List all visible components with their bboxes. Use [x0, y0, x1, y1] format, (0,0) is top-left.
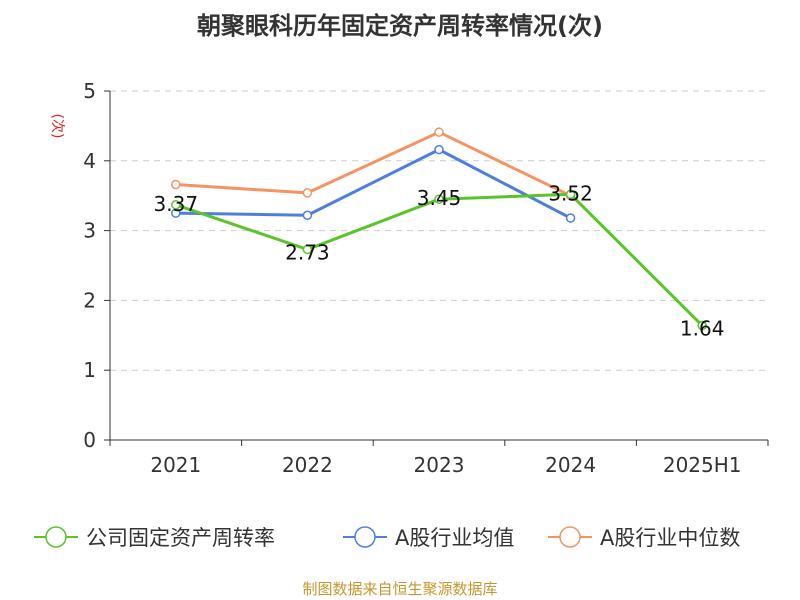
source-note: 制图数据来自恒生聚源数据库	[302, 580, 497, 598]
legend-item[interactable]: 公司固定资产周转率	[34, 526, 275, 550]
data-label: 3.52	[548, 181, 593, 205]
y-tick-label: 2	[83, 288, 96, 312]
data-point	[171, 200, 181, 210]
axes: 0 1 2 3 4 5 2021 2022 2023 2024 2025H1	[83, 79, 769, 477]
legend[interactable]: 公司固定资产周转率 A股行业均值 A股行业中位数	[34, 526, 740, 550]
y-axis-label: (次)	[49, 114, 65, 139]
x-tick-label: 2022	[282, 453, 333, 477]
data-point	[434, 144, 444, 155]
data-point	[302, 210, 313, 220]
data-label: 1.64	[680, 317, 725, 341]
legend-label: A股行业中位数	[600, 526, 740, 550]
data-point	[302, 188, 313, 198]
legend-item[interactable]: A股行业均值	[343, 526, 514, 550]
y-tick-label: 0	[83, 428, 96, 452]
legend-marker	[45, 526, 67, 548]
data-labels: 3.37 2.73 3.45 3.52 1.64	[154, 181, 725, 340]
series-line	[175, 148, 572, 220]
y-tick-label: 4	[83, 149, 96, 173]
data-point	[434, 127, 444, 137]
data-label: 3.37	[154, 192, 199, 216]
data-point	[697, 320, 707, 331]
legend-label: 公司固定资产周转率	[86, 526, 275, 550]
chart-title: 朝聚眼科历年固定资产周转率情况(次)	[197, 12, 603, 40]
x-tick-label: 2025H1	[663, 453, 742, 477]
series-line	[175, 130, 572, 198]
y-tick-label: 5	[83, 79, 96, 103]
series-layer	[171, 127, 707, 331]
data-point	[302, 244, 313, 255]
y-tick-label: 1	[83, 358, 96, 382]
data-label: 2.73	[285, 240, 330, 264]
data-point	[171, 179, 181, 190]
legend-label: A股行业均值	[395, 526, 514, 550]
legend-item[interactable]: A股行业中位数	[548, 526, 740, 550]
data-point	[565, 213, 576, 223]
data-point	[565, 189, 576, 200]
data-label: 3.45	[417, 186, 462, 210]
x-tick-label: 2021	[150, 453, 201, 477]
x-tick-label: 2024	[545, 453, 596, 477]
y-tick-label: 3	[83, 219, 96, 243]
x-tick-label: 2023	[414, 453, 465, 477]
legend-marker	[559, 526, 581, 548]
legend-marker	[354, 526, 376, 548]
data-point	[434, 194, 444, 204]
